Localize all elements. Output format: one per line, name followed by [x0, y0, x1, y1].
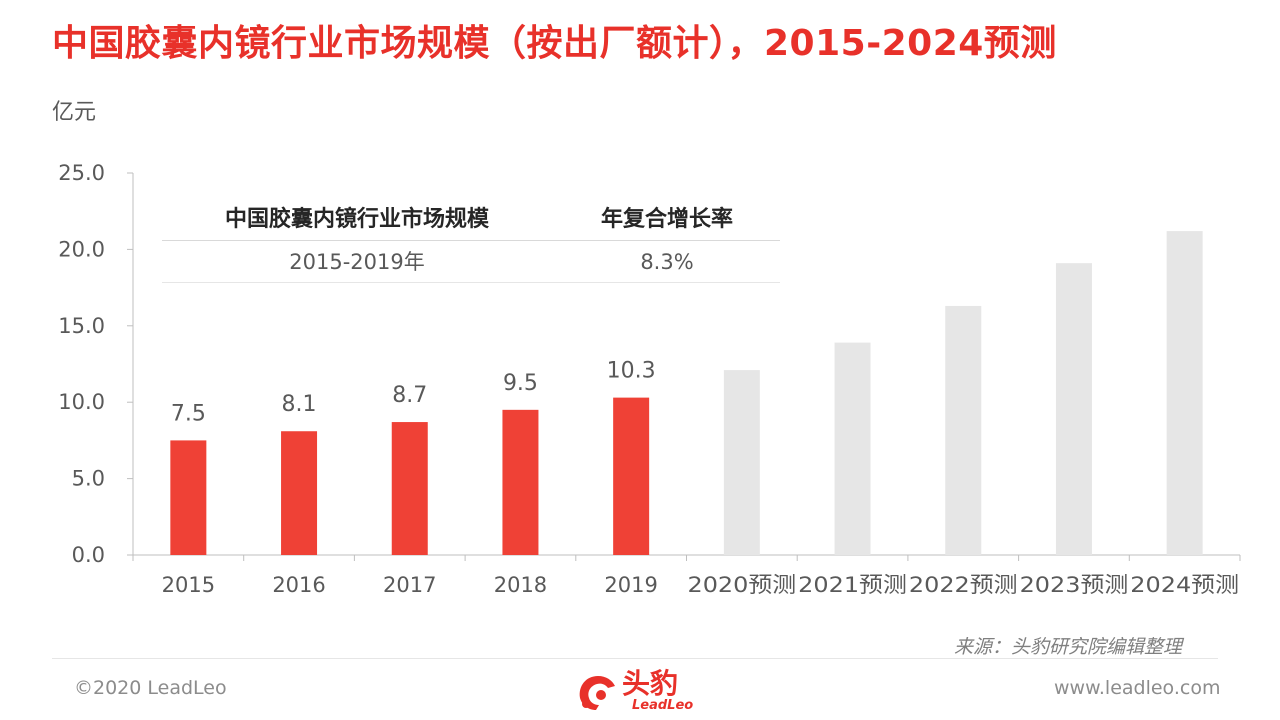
cagr-table-header: 中国胶囊内镜行业市场规模 年复合增长率: [162, 199, 780, 241]
y-axis-unit-label: 亿元: [52, 100, 97, 125]
leadleo-logo: 头豹 LeadLeo: [574, 662, 714, 720]
x-tick-label: 2023预测: [1020, 573, 1129, 598]
cagr-period: 2015-2019年: [289, 250, 425, 274]
bar-actual: [613, 397, 650, 555]
leopard-head-icon: [579, 676, 615, 710]
data-labels: 7.5 8.1 8.7 9.5 10.3: [171, 359, 656, 427]
data-label: 8.1: [282, 392, 317, 417]
cagr-rate: 8.3%: [640, 250, 694, 274]
bar-actual: [502, 409, 539, 555]
x-tick-label: 2018: [494, 573, 547, 597]
x-tick-label: 2016: [272, 573, 325, 597]
y-tick-label: 0.0: [72, 543, 105, 567]
bar-series: [170, 231, 1203, 555]
copyright-text: ©2020 LeadLeo: [74, 677, 227, 699]
bar-forecast: [945, 305, 982, 555]
logo-text-cn: 头豹: [622, 667, 679, 700]
cagr-table-row: 2015-2019年 8.3%: [162, 241, 780, 283]
x-axis: 2015 2016 2017 2018 2019 2020预测 2021预测 2022预测 20…: [132, 554, 1241, 598]
bar-actual: [391, 422, 428, 555]
logo-text-en: LeadLeo: [632, 698, 694, 713]
footer-divider: [52, 658, 1218, 659]
y-axis: 0.0 5.0 10.0 15.0 20.0 25.0: [58, 161, 134, 567]
bar-actual: [170, 440, 207, 555]
bar-actual: [281, 431, 318, 555]
website-link[interactable]: www.leadleo.com: [1054, 677, 1221, 699]
x-tick-label: 2019: [604, 573, 657, 597]
y-tick-label: 20.0: [58, 237, 105, 261]
page-title: 中国胶囊内镜行业市场规模（按出厂额计），2015-2024预测: [52, 23, 1057, 64]
y-tick-label: 5.0: [72, 467, 105, 491]
data-label: 7.5: [171, 401, 206, 426]
cagr-table: 中国胶囊内镜行业市场规模 年复合增长率 2015-2019年 8.3%: [162, 199, 780, 285]
cagr-header-rate: 年复合增长率: [600, 207, 733, 232]
x-tick-label: 2015: [162, 573, 215, 597]
x-tick-label: 2024预测: [1130, 573, 1239, 598]
y-tick-label: 25.0: [58, 161, 105, 185]
y-tick-label: 15.0: [58, 314, 105, 338]
cagr-header-metric: 中国胶囊内镜行业市场规模: [224, 207, 489, 232]
data-label: 8.7: [392, 383, 427, 408]
bar-forecast: [1055, 263, 1092, 555]
data-label: 10.3: [607, 359, 656, 384]
x-tick-label: 2017: [383, 573, 436, 597]
bar-forecast: [723, 370, 760, 555]
data-label: 9.5: [503, 371, 538, 396]
y-tick-label: 10.0: [58, 390, 105, 414]
bar-forecast: [834, 342, 871, 555]
x-tick-label: 2020预测: [688, 573, 797, 598]
x-tick-label: 2021预测: [798, 573, 907, 598]
bar-forecast: [1166, 231, 1203, 555]
x-tick-label: 2022预测: [909, 573, 1018, 598]
source-note: 来源：头豹研究院编辑整理: [954, 636, 1183, 658]
